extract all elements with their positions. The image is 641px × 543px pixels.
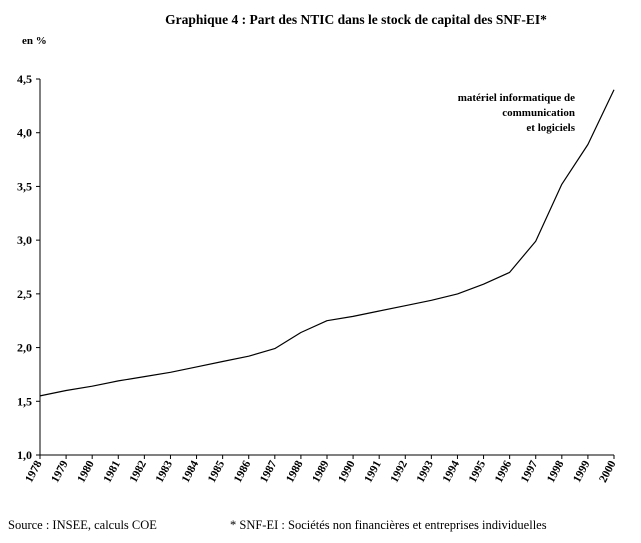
x-tick-label: 2000 — [597, 459, 619, 485]
y-tick-label: 1,5 — [17, 394, 32, 408]
annotation-line: communication — [502, 107, 575, 119]
data-point — [91, 385, 94, 388]
y-tick-label: 2,0 — [17, 341, 32, 355]
x-tick-label: 1996 — [493, 459, 515, 485]
data-point — [430, 299, 433, 302]
y-axis-ticks: 1,0 1,5 2,0 2,5 3,0 3,5 4,0 4,5 — [17, 72, 40, 462]
x-tick-label: 1981 — [102, 459, 124, 485]
data-point — [169, 371, 172, 374]
chart-title: Graphique 4 : Part des NTIC dans le stoc… — [165, 12, 547, 27]
data-point — [247, 355, 250, 358]
y-tick-label: 4,0 — [17, 126, 32, 140]
x-tick-label: 1984 — [180, 459, 202, 485]
y-tick-label: 3,0 — [17, 233, 32, 247]
data-point — [326, 319, 329, 322]
data-point — [613, 88, 616, 91]
y-tick-label: 3,5 — [17, 179, 32, 193]
series-annotation: matériel informatique de communication et … — [458, 92, 576, 134]
data-point — [586, 143, 589, 146]
annotation-line: matériel informatique de — [458, 92, 575, 104]
x-tick-label: 1991 — [362, 459, 384, 485]
source-note: Source : INSEE, calculs COE — [8, 518, 157, 532]
data-point — [195, 365, 198, 368]
x-tick-label: 1978 — [23, 459, 45, 485]
x-tick-label: 1987 — [258, 459, 280, 485]
x-tick-label: 1982 — [128, 459, 150, 485]
annotation-line: et logiciels — [526, 122, 575, 134]
data-point — [65, 389, 68, 392]
series-lines — [39, 88, 616, 397]
data-point — [299, 331, 302, 334]
x-tick-label: 1990 — [336, 459, 358, 485]
data-point — [273, 347, 276, 350]
data-point — [39, 394, 42, 397]
data-point — [456, 292, 459, 295]
data-point — [482, 283, 485, 286]
x-tick-label: 1980 — [75, 459, 97, 485]
data-point — [117, 379, 120, 382]
x-axis-ticks: 1978 1979 1980 1981 1982 1983 1984 1985 1986 1987… — [23, 455, 619, 485]
x-tick-label: 1983 — [154, 459, 176, 485]
y-tick-label: 1,0 — [17, 448, 32, 462]
data-point — [404, 304, 407, 307]
x-tick-label: 1999 — [571, 459, 593, 485]
x-tick-label: 1989 — [310, 459, 332, 485]
x-tick-label: 1997 — [519, 459, 541, 485]
y-tick-label: 4,5 — [17, 72, 32, 86]
y-axis-unit-label: en % — [22, 35, 47, 47]
data-point — [221, 360, 224, 363]
definition-note: * SNF-EI : Sociétés non financières et e… — [230, 518, 547, 532]
data-point — [560, 183, 563, 186]
x-tick-label: 1993 — [415, 459, 437, 485]
data-point — [352, 315, 355, 318]
series-line — [39, 89, 615, 397]
x-tick-label: 1992 — [389, 459, 411, 485]
x-tick-label: 1988 — [284, 459, 306, 485]
x-tick-label: 1994 — [441, 459, 463, 485]
axes — [39, 79, 614, 456]
x-tick-label: 1979 — [49, 459, 71, 485]
y-tick-label: 2,5 — [17, 287, 32, 301]
data-point — [534, 240, 537, 243]
x-tick-label: 1986 — [232, 459, 254, 485]
data-point — [508, 271, 511, 274]
x-tick-label: 1998 — [545, 459, 567, 485]
x-tick-label: 1985 — [206, 459, 228, 485]
data-point — [378, 310, 381, 313]
x-tick-label: 1995 — [467, 459, 489, 485]
data-point — [143, 375, 146, 378]
